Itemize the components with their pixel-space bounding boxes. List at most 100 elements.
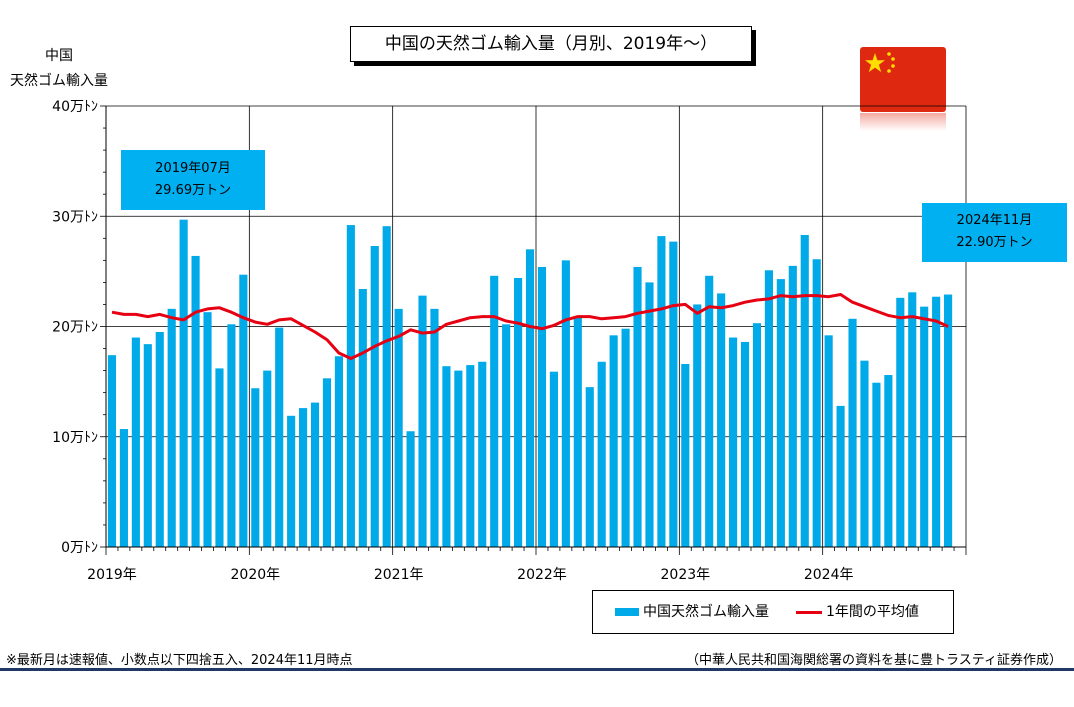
bar <box>944 294 953 547</box>
bar <box>920 306 929 547</box>
bar <box>752 323 762 547</box>
bar <box>275 327 284 547</box>
bar <box>334 356 343 547</box>
callout-latest: 2024年11月 22.90万トン <box>922 203 1067 262</box>
bar <box>514 277 523 547</box>
bar <box>406 431 415 547</box>
bar <box>203 312 212 547</box>
bar <box>693 304 702 547</box>
bar <box>502 324 511 547</box>
bar <box>179 219 188 547</box>
x-tick-label: 2022年 <box>517 567 567 583</box>
bar <box>310 402 320 547</box>
bar <box>705 275 714 547</box>
bar <box>633 266 642 547</box>
bar <box>215 368 224 547</box>
bar <box>896 297 905 547</box>
bar <box>155 332 164 547</box>
bar <box>525 249 535 547</box>
bar <box>346 225 355 547</box>
bar <box>621 328 630 547</box>
bar <box>597 361 606 547</box>
bar <box>227 324 236 547</box>
callout-latest-value: 22.90万トン <box>956 235 1033 250</box>
bar <box>764 270 773 547</box>
x-tick-label: 2024年 <box>804 567 854 583</box>
bar <box>860 360 869 547</box>
average-line <box>111 293 949 360</box>
bar <box>490 275 499 547</box>
axes <box>100 105 967 555</box>
bar <box>908 292 917 547</box>
y-axis-title-line2: 天然ゴム輸入量 <box>10 73 108 89</box>
bar <box>836 405 845 547</box>
y-axis-title-line1: 中国 <box>45 48 73 64</box>
bar <box>824 335 833 547</box>
bar <box>585 387 594 547</box>
chart-title: 中国の天然ゴム輸入量（月別、2019年～） <box>350 26 752 62</box>
bar <box>717 293 726 547</box>
bar <box>239 274 248 547</box>
callout-max-date: 2019年07月 <box>155 161 231 176</box>
bar <box>287 415 296 547</box>
bar <box>776 279 785 547</box>
bar <box>645 282 654 547</box>
bar <box>442 366 451 547</box>
bar <box>322 378 332 547</box>
legend-line-swatch <box>796 610 822 614</box>
y-axis-title: 中国 天然ゴム輸入量 <box>4 44 114 94</box>
legend-item-bar: 中国天然ゴム輸入量 <box>615 603 769 621</box>
bar <box>932 296 941 547</box>
callout-max-value: 29.69万トン <box>154 183 232 198</box>
bar <box>800 234 809 547</box>
bar <box>812 259 821 547</box>
flag-reflection <box>860 113 946 131</box>
bar <box>167 308 176 547</box>
bar <box>740 341 750 547</box>
x-tick-label: 2023年 <box>661 567 711 583</box>
legend-item-line: 1年間の平均値 <box>796 603 919 621</box>
china-flag-icon <box>860 47 946 112</box>
bar-series <box>107 219 953 548</box>
bar <box>788 265 797 547</box>
x-tick-label: 2021年 <box>374 567 424 583</box>
line-series <box>111 293 949 360</box>
bar <box>394 308 403 547</box>
bar <box>729 337 738 547</box>
bar <box>299 408 308 547</box>
source-note: （中華人民共和国海関総署の資料を基に豊トラスティ証券作成） <box>686 653 1062 668</box>
bar <box>561 260 570 547</box>
bar <box>131 337 140 547</box>
bar <box>263 370 272 547</box>
y-tick-label: 20万ﾄﾝ <box>52 320 98 336</box>
bar <box>418 295 427 547</box>
bar <box>657 236 666 547</box>
bar <box>430 308 439 547</box>
footnote: ※最新月は速報値、小数点以下四捨五入、2024年11月時点 <box>6 653 353 668</box>
bar <box>107 355 117 547</box>
legend-bar-swatch <box>615 608 639 616</box>
bar <box>884 375 893 547</box>
y-tick-label: 30万ﾄﾝ <box>52 209 98 225</box>
bar <box>382 226 391 548</box>
bar <box>466 365 475 547</box>
bar <box>119 429 128 547</box>
callout-max: 2019年07月 29.69万トン <box>121 150 265 210</box>
bar <box>370 246 379 547</box>
legend-line-label: 1年間の平均値 <box>826 604 919 620</box>
bar <box>573 317 582 547</box>
bar <box>549 371 558 547</box>
bar <box>358 289 367 547</box>
y-tick-label: 40万ﾄﾝ <box>52 99 98 115</box>
legend: 中国天然ゴム輸入量 1年間の平均値 <box>592 590 954 634</box>
bar <box>143 344 152 547</box>
bar <box>478 361 487 547</box>
x-tick-label: 2020年 <box>231 567 281 583</box>
bar <box>537 266 547 547</box>
legend-bar-label: 中国天然ゴム輸入量 <box>643 604 769 620</box>
callout-latest-date: 2024年11月 <box>956 213 1033 228</box>
bar <box>669 241 678 548</box>
x-tick-labels: 2019年 2020年 2021年 2022年 2023年 2024年 <box>87 567 853 583</box>
y-tick-labels: 0万ﾄﾝ 10万ﾄﾝ 20万ﾄﾝ 30万ﾄﾝ 40万ﾄﾝ <box>52 99 98 556</box>
x-tick-label: 2019年 <box>87 567 137 583</box>
